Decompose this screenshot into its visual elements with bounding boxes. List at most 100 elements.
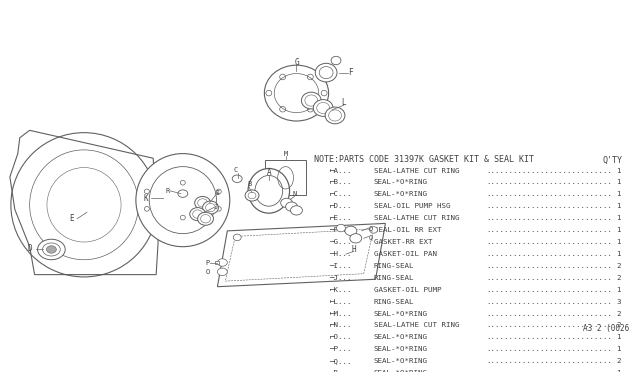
Text: SEAL-*O*RING: SEAL-*O*RING (374, 358, 428, 364)
Text: G: G (294, 58, 299, 67)
Text: ─I...: ─I... (329, 263, 351, 269)
Ellipse shape (248, 169, 289, 213)
Text: 1: 1 (616, 227, 621, 233)
Ellipse shape (337, 224, 346, 232)
Text: ............................: ............................ (487, 203, 612, 209)
Ellipse shape (314, 100, 333, 116)
Text: ─Q...: ─Q... (329, 358, 351, 364)
Text: SEAL-OIL RR EXT: SEAL-OIL RR EXT (374, 227, 441, 233)
Text: ............................: ............................ (487, 215, 612, 221)
Ellipse shape (350, 234, 362, 243)
Text: ─C...: ─C... (329, 191, 351, 198)
Ellipse shape (245, 190, 259, 201)
Text: SEAL-LATHE CUT RING: SEAL-LATHE CUT RING (374, 215, 459, 221)
Text: ............................: ............................ (487, 227, 612, 233)
Text: ............................: ............................ (487, 323, 612, 328)
Ellipse shape (218, 259, 227, 266)
Text: 2: 2 (616, 358, 621, 364)
Polygon shape (216, 261, 220, 264)
Text: ─P...: ─P... (329, 346, 351, 352)
Ellipse shape (233, 234, 241, 241)
Text: 3: 3 (616, 299, 621, 305)
Text: J: J (213, 203, 218, 210)
Text: E: E (69, 214, 74, 223)
Ellipse shape (38, 239, 65, 260)
Text: ............................: ............................ (487, 287, 612, 293)
Text: 1: 1 (616, 191, 621, 198)
Polygon shape (218, 224, 385, 287)
Text: ─N...: ─N... (329, 323, 351, 328)
Text: 2: 2 (616, 263, 621, 269)
Text: 1: 1 (616, 215, 621, 221)
Ellipse shape (285, 202, 298, 211)
Text: RING-SEAL: RING-SEAL (374, 299, 414, 305)
Text: ─A...: ─A... (329, 167, 351, 174)
Text: SEAL-*O*RING: SEAL-*O*RING (374, 334, 428, 340)
Ellipse shape (203, 201, 218, 214)
Text: L: L (342, 98, 346, 107)
Text: A3 2 (0026: A3 2 (0026 (583, 324, 629, 333)
Text: 1: 1 (616, 203, 621, 209)
Text: A: A (266, 168, 271, 177)
Ellipse shape (316, 63, 337, 82)
Text: F: F (349, 68, 353, 77)
Text: ─E...: ─E... (329, 215, 351, 221)
Text: ............................: ............................ (487, 167, 612, 174)
Text: O: O (205, 269, 210, 275)
Text: Q'TY: Q'TY (603, 155, 623, 164)
Text: ─L...: ─L... (329, 299, 351, 305)
Ellipse shape (195, 196, 211, 209)
Text: ............................: ............................ (487, 239, 612, 245)
Text: Q: Q (369, 225, 372, 231)
Text: 2: 2 (616, 323, 621, 328)
Text: ............................: ............................ (487, 334, 612, 340)
Text: SEAL-OIL PUMP HSG: SEAL-OIL PUMP HSG (374, 203, 450, 209)
Ellipse shape (198, 212, 214, 225)
Text: 1: 1 (616, 251, 621, 257)
Text: ............................: ............................ (487, 275, 612, 281)
Text: C: C (233, 167, 237, 173)
Text: ─H...: ─H... (329, 251, 351, 257)
Text: SEAL-*O*RING: SEAL-*O*RING (374, 311, 428, 317)
Text: 1: 1 (616, 334, 621, 340)
Ellipse shape (325, 107, 345, 124)
Text: D: D (28, 244, 32, 253)
Text: RING-SEAL: RING-SEAL (374, 263, 414, 269)
Text: SEAL-*O*RING: SEAL-*O*RING (374, 346, 428, 352)
Text: ─B...: ─B... (329, 179, 351, 186)
Text: SEAL-*O*RING: SEAL-*O*RING (374, 179, 428, 186)
Text: ............................: ............................ (487, 251, 612, 257)
Text: ............................: ............................ (487, 299, 612, 305)
Text: 1: 1 (616, 287, 621, 293)
Ellipse shape (331, 56, 341, 65)
Text: NOTE:PARTS CODE 31397K GASKET KIT & SEAL KIT: NOTE:PARTS CODE 31397K GASKET KIT & SEAL… (314, 155, 534, 164)
Ellipse shape (370, 227, 378, 233)
Text: ............................: ............................ (487, 346, 612, 352)
Text: ............................: ............................ (487, 179, 612, 186)
Text: RING-SEAL: RING-SEAL (374, 275, 414, 281)
Text: SEAL-*O*RING: SEAL-*O*RING (374, 370, 428, 372)
Text: ─R...: ─R... (329, 370, 351, 372)
Text: 2: 2 (616, 275, 621, 281)
Text: N: N (292, 190, 296, 197)
Text: GASKET-OIL PAN: GASKET-OIL PAN (374, 251, 436, 257)
Text: ............................: ............................ (487, 358, 612, 364)
Text: ─G...: ─G... (329, 239, 351, 245)
Ellipse shape (178, 190, 188, 198)
Polygon shape (10, 130, 158, 275)
Text: R: R (166, 188, 170, 194)
Text: SEAL-LATHE CUT RING: SEAL-LATHE CUT RING (374, 323, 459, 328)
Text: Q: Q (369, 234, 372, 240)
Ellipse shape (264, 65, 328, 121)
Text: ─F...: ─F... (329, 227, 351, 233)
Text: B: B (247, 181, 251, 187)
Text: ............................: ............................ (487, 263, 612, 269)
Text: H: H (351, 245, 356, 254)
Ellipse shape (281, 198, 292, 208)
Text: ............................: ............................ (487, 370, 612, 372)
Text: 1: 1 (616, 346, 621, 352)
Ellipse shape (47, 246, 56, 253)
Text: 1: 1 (616, 370, 621, 372)
Text: 1: 1 (616, 239, 621, 245)
Text: ─O...: ─O... (329, 334, 351, 340)
